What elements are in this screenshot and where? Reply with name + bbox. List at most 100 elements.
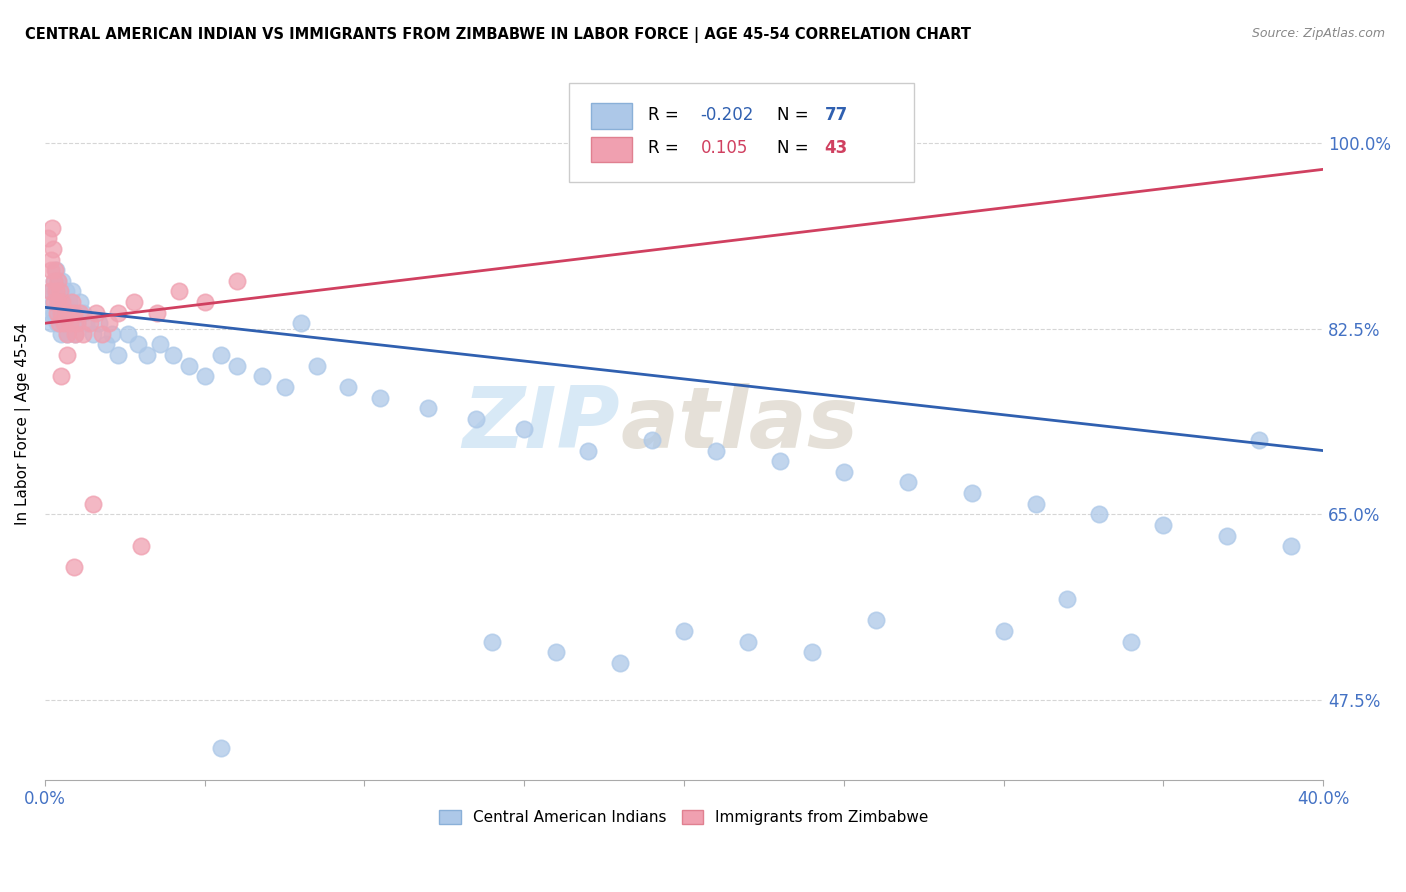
Point xyxy=(737,634,759,648)
Point xyxy=(225,274,247,288)
Point xyxy=(465,411,488,425)
Point xyxy=(44,295,66,310)
Point xyxy=(145,305,167,319)
Point xyxy=(48,316,70,330)
Point xyxy=(513,422,536,436)
Point xyxy=(129,539,152,553)
Point xyxy=(481,634,503,648)
Point xyxy=(49,305,72,319)
Point xyxy=(609,656,631,670)
Point xyxy=(51,295,73,310)
Point xyxy=(167,285,190,299)
Point xyxy=(162,348,184,362)
Point xyxy=(94,337,117,351)
Point xyxy=(53,295,76,310)
Point xyxy=(800,645,823,659)
Point xyxy=(60,295,83,310)
Point xyxy=(209,348,232,362)
Point xyxy=(418,401,440,416)
Point xyxy=(337,380,360,394)
Point xyxy=(149,337,172,351)
Point xyxy=(82,326,104,341)
Point xyxy=(66,316,89,330)
Point xyxy=(62,560,84,574)
Point xyxy=(1152,517,1174,532)
Point xyxy=(1249,433,1271,447)
Point xyxy=(38,305,60,319)
Bar xyxy=(591,136,631,162)
Point xyxy=(51,305,73,319)
Point xyxy=(1216,528,1239,542)
Point xyxy=(194,369,217,384)
Point xyxy=(53,316,76,330)
Point xyxy=(1088,508,1111,522)
Point xyxy=(46,295,69,310)
Point xyxy=(305,359,328,373)
Point xyxy=(62,305,84,319)
Text: 43: 43 xyxy=(825,139,848,157)
Text: ZIP: ZIP xyxy=(463,383,620,466)
Point xyxy=(42,274,65,288)
Text: 77: 77 xyxy=(825,106,848,124)
Text: R =: R = xyxy=(648,106,685,124)
Point xyxy=(42,242,65,256)
Point xyxy=(865,614,887,628)
Point xyxy=(124,295,146,310)
Point xyxy=(42,274,65,288)
Point xyxy=(49,326,72,341)
Text: -0.202: -0.202 xyxy=(700,106,754,124)
Point xyxy=(46,295,69,310)
Point xyxy=(69,305,91,319)
Text: atlas: atlas xyxy=(620,383,858,466)
Point xyxy=(44,263,66,277)
Point xyxy=(177,359,200,373)
Point xyxy=(136,348,159,362)
Point xyxy=(290,316,312,330)
Point xyxy=(127,337,149,351)
Bar xyxy=(591,103,631,129)
Point xyxy=(1056,592,1078,607)
Point xyxy=(273,380,295,394)
Y-axis label: In Labor Force | Age 45-54: In Labor Force | Age 45-54 xyxy=(15,323,31,525)
Point xyxy=(56,326,79,341)
Point xyxy=(55,285,77,299)
Point xyxy=(65,326,87,341)
Text: CENTRAL AMERICAN INDIAN VS IMMIGRANTS FROM ZIMBABWE IN LABOR FORCE | AGE 45-54 C: CENTRAL AMERICAN INDIAN VS IMMIGRANTS FR… xyxy=(25,27,972,43)
Point xyxy=(250,369,273,384)
Point xyxy=(194,295,217,310)
Point xyxy=(56,348,79,362)
Point xyxy=(58,305,80,319)
Point xyxy=(704,443,727,458)
Point xyxy=(49,285,72,299)
Point xyxy=(960,486,983,500)
Point xyxy=(39,252,62,267)
Point xyxy=(225,359,247,373)
Point xyxy=(56,326,79,341)
Point xyxy=(1025,497,1047,511)
Legend: Central American Indians, Immigrants from Zimbabwe: Central American Indians, Immigrants fro… xyxy=(439,810,929,825)
Point xyxy=(59,316,82,330)
Point xyxy=(46,305,69,319)
Point xyxy=(993,624,1015,638)
Point xyxy=(72,326,94,341)
Point xyxy=(832,465,855,479)
Point xyxy=(897,475,920,490)
Point xyxy=(641,433,664,447)
Point xyxy=(769,454,792,468)
Point xyxy=(1279,539,1302,553)
Point xyxy=(117,326,139,341)
Point xyxy=(44,305,66,319)
Point xyxy=(69,295,91,310)
Point xyxy=(66,316,89,330)
Point xyxy=(576,443,599,458)
Point xyxy=(107,348,129,362)
Point xyxy=(45,263,67,277)
Point xyxy=(49,369,72,384)
Point xyxy=(209,740,232,755)
Point xyxy=(44,285,66,299)
Point xyxy=(55,305,77,319)
Point xyxy=(79,316,101,330)
Point xyxy=(62,305,84,319)
Point xyxy=(39,285,62,299)
Text: Source: ZipAtlas.com: Source: ZipAtlas.com xyxy=(1251,27,1385,40)
